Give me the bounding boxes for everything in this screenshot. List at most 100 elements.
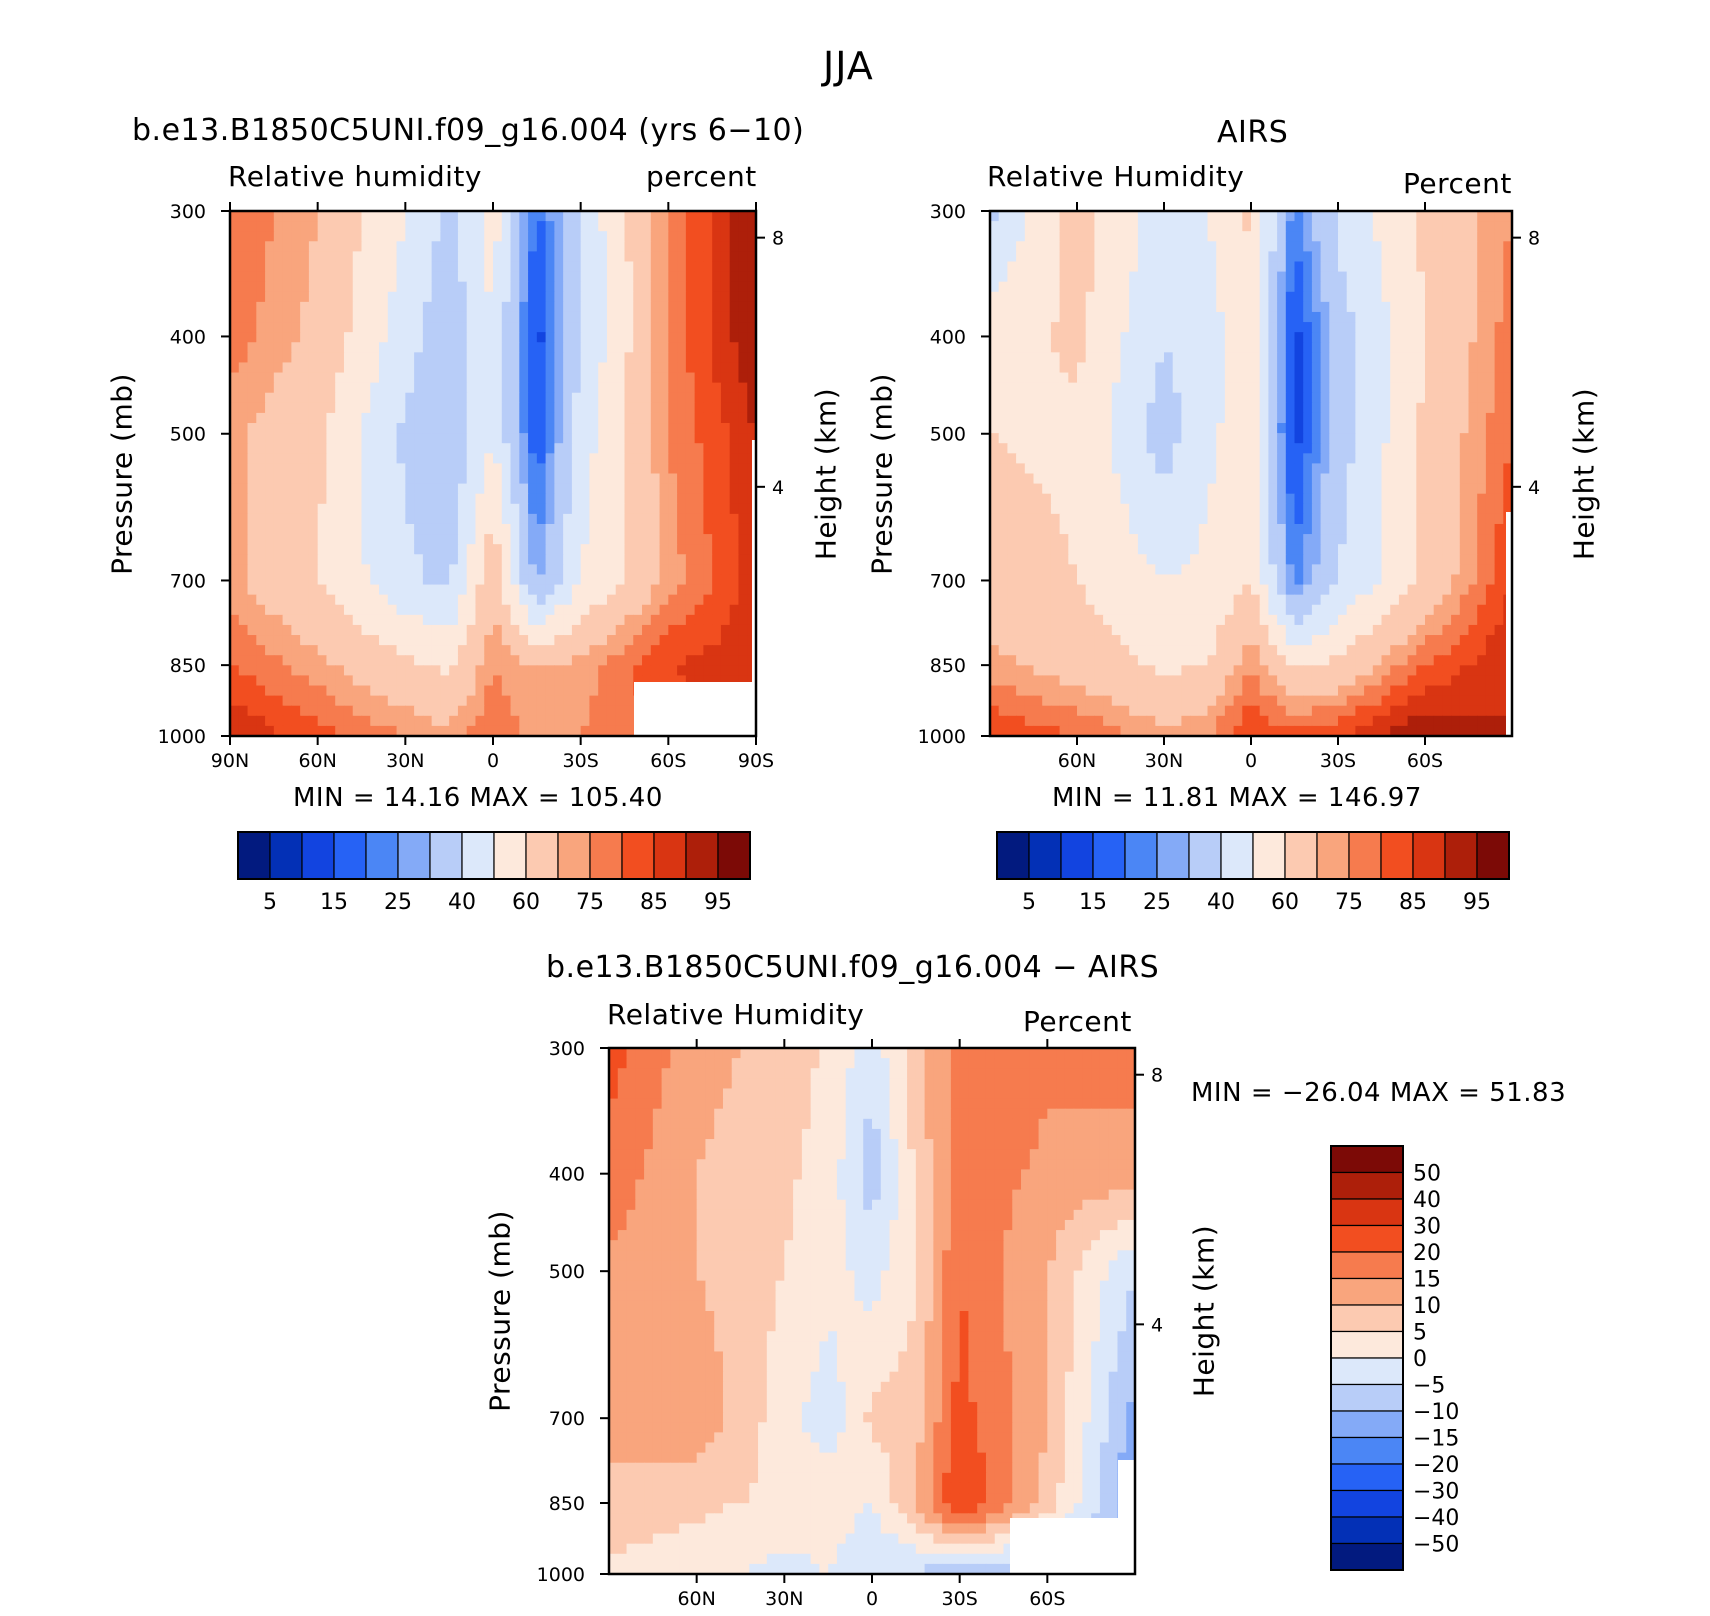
- heatmap-cell: [1251, 463, 1261, 475]
- heatmap-cell: [1364, 271, 1374, 283]
- heatmap-cell: [335, 281, 345, 293]
- heatmap-cell: [1068, 503, 1078, 515]
- heatmap-cell: [440, 614, 450, 626]
- heatmap-cell: [326, 503, 336, 515]
- heatmap-cell: [1129, 443, 1139, 454]
- heatmap-cell: [343, 645, 354, 656]
- heatmap-cell: [230, 513, 240, 525]
- heatmap-cell: [422, 685, 433, 697]
- heatmap-cell: [422, 534, 433, 545]
- heatmap-cell: [475, 624, 485, 636]
- heatmap-cell: [580, 281, 591, 293]
- heatmap-cell: [457, 594, 468, 606]
- heatmap-cell: [998, 291, 1008, 303]
- heatmap-cell: [405, 241, 415, 252]
- heatmap-cell: [449, 231, 459, 242]
- heatmap-cell: [563, 332, 573, 343]
- heatmap-cell: [694, 443, 704, 454]
- heatmap-cell: [1346, 433, 1356, 444]
- heatmap-cell: [291, 332, 301, 343]
- heatmap-cell: [431, 645, 441, 656]
- heatmap-cell: [1355, 362, 1365, 374]
- heatmap-cell: [554, 635, 564, 646]
- heatmap-cell: [1459, 463, 1470, 475]
- heatmap-cell: [694, 362, 704, 374]
- heatmap-cell: [1007, 423, 1017, 434]
- heatmap-cell: [1433, 342, 1443, 353]
- heatmap-cell: [1224, 332, 1235, 343]
- heatmap-cell: [457, 604, 468, 616]
- heatmap-cell: [1416, 412, 1426, 424]
- heatmap-cell: [720, 342, 731, 353]
- heatmap-cell: [580, 675, 591, 687]
- heatmap-cell: [1338, 412, 1348, 424]
- heatmap-cell: [493, 685, 503, 697]
- heatmap-cell: [396, 695, 406, 707]
- heatmap-cell: [685, 261, 696, 273]
- heatmap-cell: [370, 503, 380, 515]
- heatmap-cell: [615, 241, 626, 252]
- heatmap-cell: [1207, 311, 1217, 323]
- heatmap-cell: [1137, 221, 1148, 232]
- heatmap-cell: [1207, 332, 1217, 343]
- heatmap-cell: [729, 574, 740, 586]
- heatmap-cell: [1468, 412, 1478, 424]
- heatmap-cell: [1207, 493, 1217, 505]
- heatmap-cell: [387, 231, 398, 242]
- heatmap-cell: [1251, 342, 1261, 353]
- heatmap-cell: [1172, 412, 1182, 424]
- heatmap-cell: [1033, 513, 1043, 525]
- heatmap-cell: [1303, 332, 1313, 343]
- heatmap-cell: [1198, 513, 1209, 525]
- heatmap-cell: [1285, 301, 1296, 313]
- heatmap-cell: [545, 695, 555, 707]
- heatmap-cell: [1059, 443, 1069, 454]
- heatmap-cell: [1233, 513, 1243, 525]
- heatmap-cell: [247, 534, 257, 545]
- heatmap-cell: [1007, 372, 1017, 384]
- heatmap-cell: [414, 725, 424, 737]
- heatmap-cell: [694, 322, 704, 333]
- heatmap-cell: [379, 554, 389, 565]
- heatmap-cell: [1198, 503, 1209, 515]
- heatmap-cell: [1137, 392, 1148, 404]
- heatmap-cell: [308, 311, 319, 323]
- heatmap-cell: [422, 332, 433, 343]
- heatmap-cell: [282, 705, 292, 717]
- heatmap-cell: [685, 493, 696, 505]
- heatmap-cell: [519, 594, 529, 606]
- heatmap-cell: [685, 564, 696, 576]
- heatmap-cell: [668, 554, 678, 565]
- heatmap-cell: [414, 352, 424, 364]
- heatmap-cell: [1129, 231, 1139, 242]
- heatmap-cell: [606, 251, 617, 263]
- heatmap-cell: [1494, 493, 1504, 505]
- heatmap-cell: [1120, 392, 1130, 404]
- heatmap-cell: [1164, 362, 1174, 374]
- heatmap-cell: [1103, 443, 1113, 454]
- heatmap-cell: [422, 584, 433, 596]
- heatmap-cell: [431, 241, 441, 252]
- heatmap-cell: [598, 715, 608, 727]
- heatmap-cell: [1024, 402, 1035, 414]
- heatmap-cell: [422, 624, 433, 636]
- heatmap-cell: [475, 584, 485, 596]
- heatmap-cell: [1068, 382, 1078, 394]
- heatmap-cell: [1372, 261, 1383, 273]
- heatmap-cell: [747, 433, 757, 444]
- heatmap-cell: [1329, 291, 1339, 303]
- heatmap-cell: [1311, 423, 1322, 434]
- heatmap-cell: [230, 342, 240, 353]
- heatmap-cell: [343, 715, 354, 727]
- heatmap-cell: [685, 382, 696, 394]
- heatmap-cell: [571, 211, 582, 222]
- heatmap-cell: [405, 443, 415, 454]
- heatmap-cell: [1346, 402, 1356, 414]
- heatmap-cell: [466, 695, 477, 707]
- heatmap-cell: [1016, 483, 1026, 495]
- heatmap-cell: [738, 241, 748, 252]
- heatmap-cell: [528, 594, 538, 606]
- heatmap-cell: [1355, 261, 1365, 273]
- heatmap-cell: [624, 352, 634, 364]
- heatmap-cell: [668, 614, 678, 626]
